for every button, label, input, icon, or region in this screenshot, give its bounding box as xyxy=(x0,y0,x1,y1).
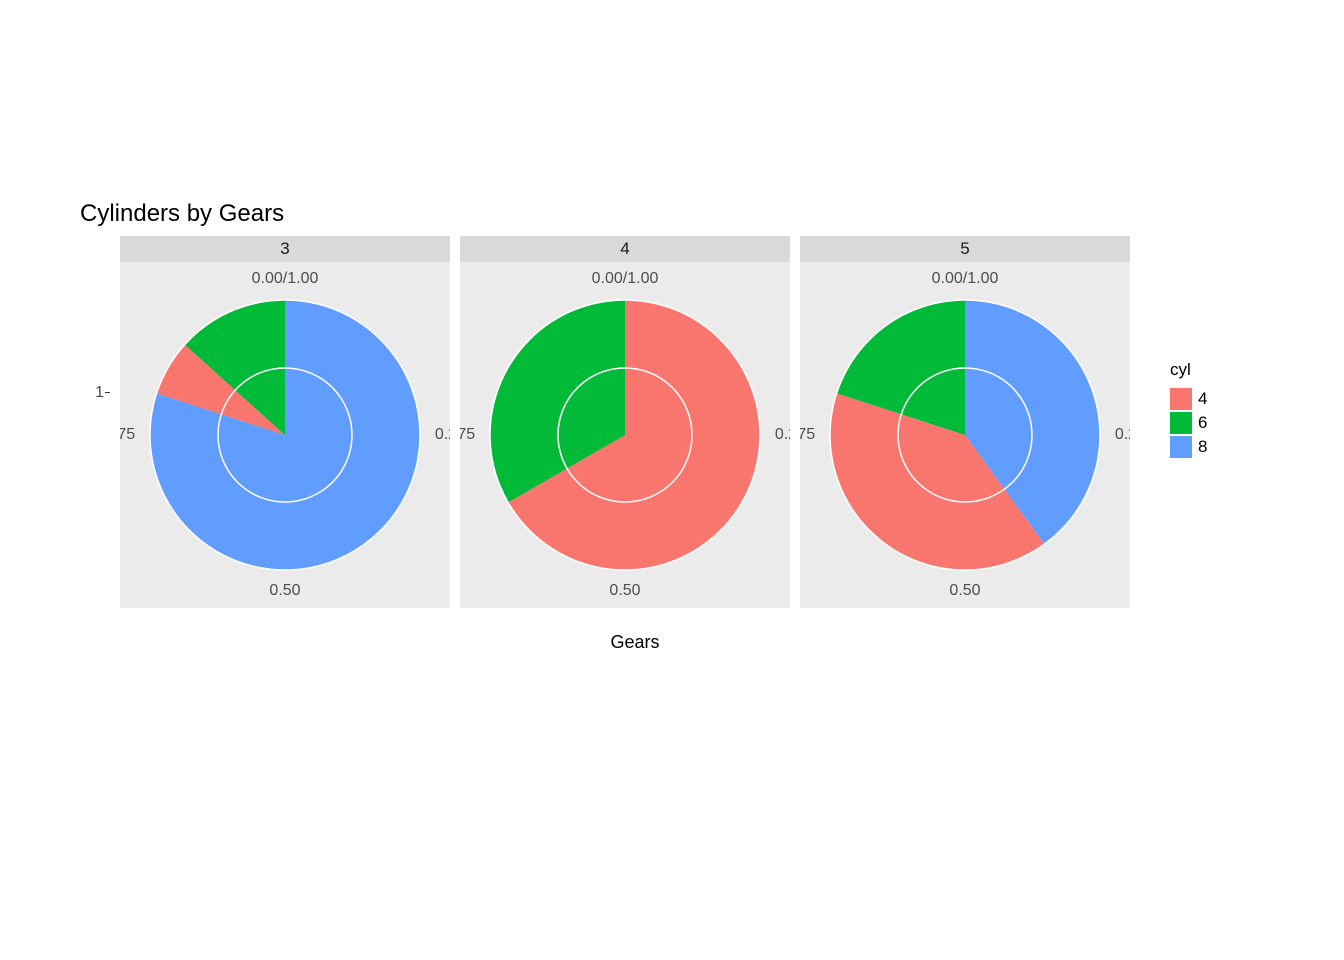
y-tick-label: 1 xyxy=(95,384,104,402)
facets-host: 3 0.00/1.00 0.25 0.50 0.75 4 0.00/1.00 0.25 0.50… xyxy=(120,236,1130,608)
legend-swatch xyxy=(1170,388,1192,410)
legend-item: 8 xyxy=(1170,436,1207,458)
polar-tick-label: 0.50 xyxy=(609,582,640,600)
legend-title: cyl xyxy=(1170,360,1207,380)
legend-swatch xyxy=(1170,436,1192,458)
facet: 5 0.00/1.00 0.25 0.50 0.75 xyxy=(800,236,1130,608)
polar-tick-label: 0.50 xyxy=(269,582,300,600)
x-axis-label: Gears xyxy=(120,632,1150,653)
polar-tick-label: 0.00/1.00 xyxy=(592,270,659,288)
polar-tick-label: 0.25 xyxy=(435,426,450,444)
legend-label: 8 xyxy=(1198,437,1207,457)
pie-chart xyxy=(488,298,762,572)
legend-label: 6 xyxy=(1198,413,1207,433)
chart-title: Cylinders by Gears xyxy=(80,200,1280,228)
polar-tick-label: 0.25 xyxy=(775,426,790,444)
pie-chart xyxy=(828,298,1102,572)
facet-strip: 5 xyxy=(800,236,1130,262)
facet-panel: 0.00/1.00 0.25 0.50 0.75 xyxy=(120,262,450,608)
y-tick-mark xyxy=(105,392,110,393)
legend-swatch xyxy=(1170,412,1192,434)
pie-chart xyxy=(148,298,422,572)
polar-tick-label: 0.75 xyxy=(120,426,135,444)
facet-strip: 3 xyxy=(120,236,450,262)
polar-tick-label: 0.00/1.00 xyxy=(252,270,319,288)
facet: 3 0.00/1.00 0.25 0.50 0.75 xyxy=(120,236,450,608)
legend-item: 6 xyxy=(1170,412,1207,434)
facets-row: 1 30.00/1.000.250.500.7540.00/1.000.250.… xyxy=(80,236,1280,608)
legend: cyl 4 6 8 xyxy=(1170,360,1207,460)
facet: 4 0.00/1.00 0.25 0.50 0.75 xyxy=(460,236,790,608)
legend-item: 4 xyxy=(1170,388,1207,410)
facet-panel: 0.00/1.00 0.25 0.50 0.75 xyxy=(800,262,1130,608)
polar-tick-label: 0.75 xyxy=(460,426,475,444)
y-axis: 1 xyxy=(80,236,110,608)
polar-tick-label: 0.75 xyxy=(800,426,815,444)
polar-tick-label: 0.00/1.00 xyxy=(932,270,999,288)
chart-container: Cylinders by Gears 1 30.00/1.000.250.500… xyxy=(80,200,1280,653)
legend-items: 4 6 8 xyxy=(1170,388,1207,458)
legend-label: 4 xyxy=(1198,389,1207,409)
facet-panel: 0.00/1.00 0.25 0.50 0.75 xyxy=(460,262,790,608)
facet-strip: 4 xyxy=(460,236,790,262)
polar-tick-label: 0.50 xyxy=(949,582,980,600)
polar-tick-label: 0.25 xyxy=(1115,426,1130,444)
